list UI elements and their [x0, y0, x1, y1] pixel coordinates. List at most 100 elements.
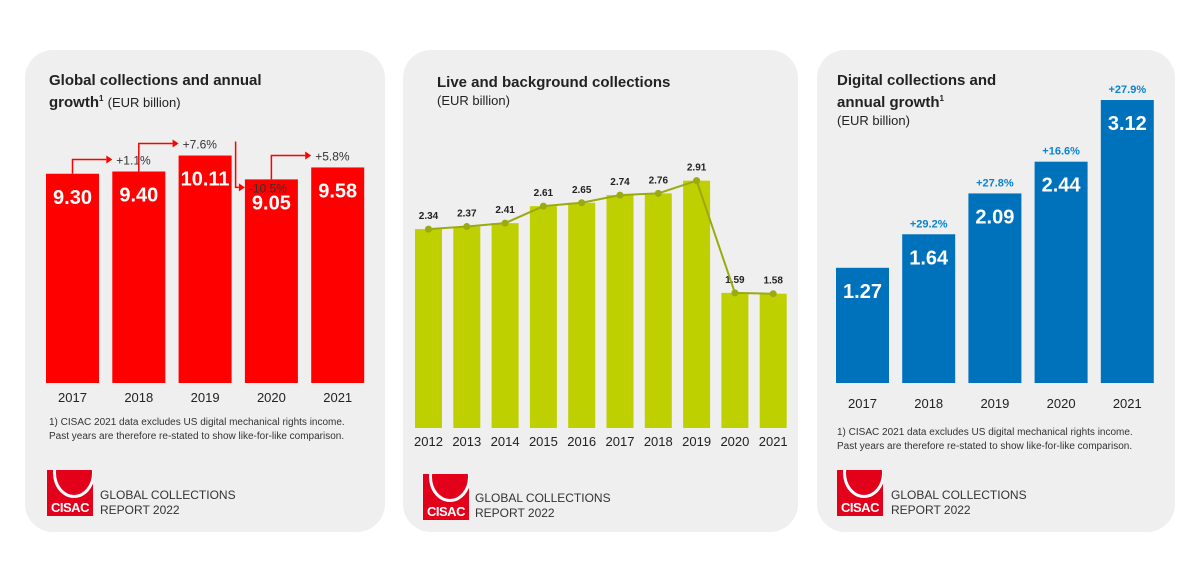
data-label: 2.41 — [495, 205, 515, 216]
x-tick-label: 2019 — [191, 390, 220, 405]
x-tick-label: 2016 — [567, 434, 596, 449]
bar — [836, 267, 889, 383]
growth-label: +7.6% — [183, 138, 218, 152]
x-tick-label: 2020 — [257, 390, 286, 405]
report-label: GLOBAL COLLECTIONS REPORT 2022 — [891, 488, 1027, 517]
data-point — [539, 202, 547, 210]
report-label: GLOBAL COLLECTIONS REPORT 2022 — [475, 491, 611, 520]
data-point — [578, 199, 586, 207]
chart-live: 2012 2.34 2013 2.37 2014 2.41 2015 2.61 2016 2.65… — [414, 163, 788, 449]
growth-label: +5.8% — [315, 149, 350, 163]
x-tick-label: 2019 — [980, 396, 1009, 411]
growth-arrow — [138, 142, 173, 172]
data-point — [463, 223, 471, 231]
x-tick-label: 2018 — [914, 396, 943, 411]
growth-label: +16.6% — [1042, 146, 1080, 158]
data-point — [693, 177, 701, 185]
x-tick-label: 2020 — [1047, 396, 1076, 411]
bar — [415, 229, 442, 428]
bar — [721, 292, 749, 428]
growth-arrow — [270, 154, 306, 180]
x-tick-label: 2018 — [124, 390, 153, 405]
data-label: 9.58 — [318, 180, 357, 202]
x-tick-label: 2017 — [606, 434, 635, 449]
x-tick-label: 2013 — [452, 434, 481, 449]
bar — [178, 155, 232, 383]
panel-title: Digital collections and annual growth1 (E… — [837, 72, 997, 128]
footnote: 1) CISAC 2021 data excludes US digital m… — [49, 417, 345, 442]
x-tick-label: 2020 — [720, 434, 749, 449]
x-tick-label: 2021 — [1113, 396, 1142, 411]
growth-label: +29.2% — [910, 218, 948, 230]
data-label: 2.34 — [419, 211, 439, 222]
data-point — [616, 191, 624, 199]
x-tick-label: 2021 — [759, 434, 788, 449]
x-tick-label: 2017 — [848, 396, 877, 411]
data-point — [769, 290, 777, 298]
growth-arrow — [71, 158, 107, 174]
growth-label: +27.8% — [976, 177, 1014, 189]
cisac-logo: CISAC — [423, 474, 469, 520]
bar — [529, 206, 557, 428]
chart-digital: 2017 1.27 2018 1.64 +29.2% 2019 2.09 +27.8% 2020… — [836, 84, 1154, 411]
report-label: GLOBAL COLLECTIONS REPORT 2022 — [100, 488, 236, 517]
arrow-head — [172, 139, 179, 148]
panel-title: Live and background collections (EUR bill… — [437, 74, 671, 108]
data-label: 9.30 — [53, 187, 92, 209]
data-point — [425, 225, 432, 233]
bar — [1034, 161, 1088, 383]
bar — [902, 234, 956, 383]
growth-arrow — [234, 141, 239, 189]
data-label: 1.59 — [725, 275, 745, 286]
bar — [112, 171, 166, 383]
data-label: 9.05 — [252, 192, 291, 214]
arrow-head — [106, 155, 113, 164]
panel-live: Live and background collections (EUR bill… — [403, 50, 798, 532]
data-point — [731, 289, 739, 297]
bar — [968, 193, 1022, 383]
bar — [759, 293, 787, 428]
data-label: 10.11 — [181, 169, 230, 191]
bar — [568, 202, 596, 428]
chart-global: 2017 9.30 2018 9.40 +1.1% 2019 10.11 +7.6% 2020 9… — [46, 138, 365, 405]
panel-title: Global collections and annual growth1 (E… — [49, 72, 262, 111]
bar — [644, 193, 672, 428]
bar — [491, 223, 519, 428]
data-label: 2.76 — [649, 175, 669, 186]
bar — [606, 195, 634, 428]
bar — [244, 179, 298, 383]
x-tick-label: 2017 — [58, 390, 87, 405]
growth-label: -10.5% — [249, 181, 287, 195]
x-tick-label: 2018 — [644, 434, 673, 449]
data-label: 1.27 — [843, 281, 882, 303]
data-label: 2.91 — [687, 163, 707, 174]
footnote: 1) CISAC 2021 data excludes US digital m… — [837, 427, 1133, 452]
x-tick-label: 2012 — [414, 434, 443, 449]
arrow-head — [305, 151, 312, 160]
arrow-head — [238, 183, 245, 192]
data-label: 1.58 — [763, 276, 783, 287]
growth-label: +27.9% — [1108, 84, 1146, 96]
data-label: 2.61 — [534, 188, 554, 199]
x-tick-label: 2021 — [323, 390, 352, 405]
bar — [453, 226, 481, 428]
panel-global: Global collections and annual growth1 (E… — [25, 50, 385, 532]
bar — [683, 180, 711, 428]
bar — [311, 167, 365, 383]
bar — [1100, 100, 1154, 384]
growth-label: +1.1% — [116, 154, 151, 168]
trend-line — [428, 179, 774, 295]
data-point — [654, 189, 662, 197]
data-point — [501, 219, 509, 227]
cisac-logo: CISAC — [47, 470, 93, 516]
data-label: 3.12 — [1108, 113, 1147, 135]
data-label: 2.44 — [1042, 175, 1082, 197]
x-tick-label: 2014 — [491, 434, 520, 449]
cisac-logo: CISAC — [837, 470, 883, 516]
data-label: 2.65 — [572, 185, 592, 196]
panel-digital: Digital collections and annual growth1 (E… — [817, 50, 1175, 532]
data-label: 2.37 — [457, 209, 477, 220]
bar — [46, 173, 99, 383]
x-tick-label: 2015 — [529, 434, 558, 449]
data-label: 9.40 — [119, 185, 158, 207]
